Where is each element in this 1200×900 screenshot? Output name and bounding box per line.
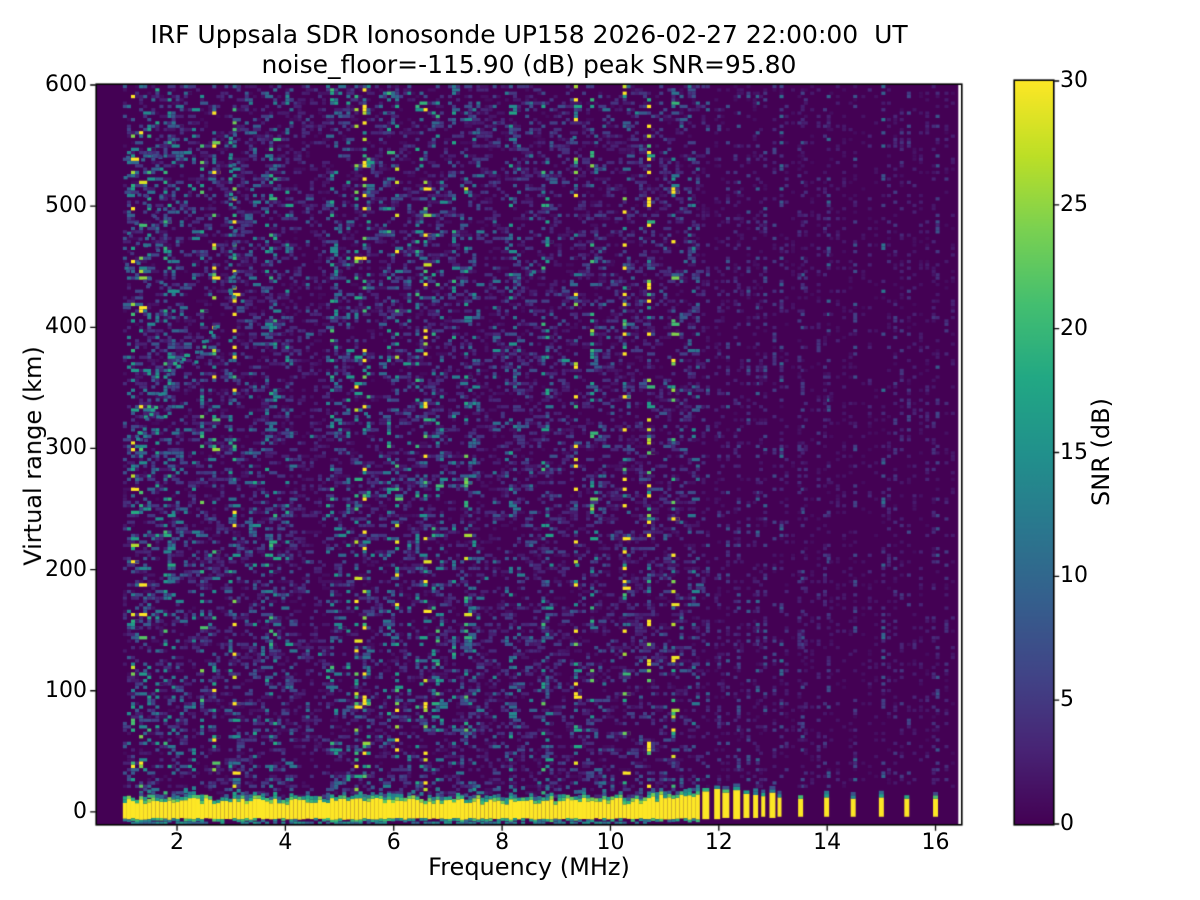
plot-title-line1: IRF Uppsala SDR Ionosonde UP158 2026-02-… (150, 20, 908, 49)
colorbar-label: SNR (dB) (1087, 398, 1115, 506)
x-axis-label: Frequency (MHz) (428, 853, 630, 881)
y-axis-label: Virtual range (km) (19, 346, 47, 566)
plot-title-line2: noise_floor=-115.90 (dB) peak SNR=95.80 (261, 50, 797, 79)
